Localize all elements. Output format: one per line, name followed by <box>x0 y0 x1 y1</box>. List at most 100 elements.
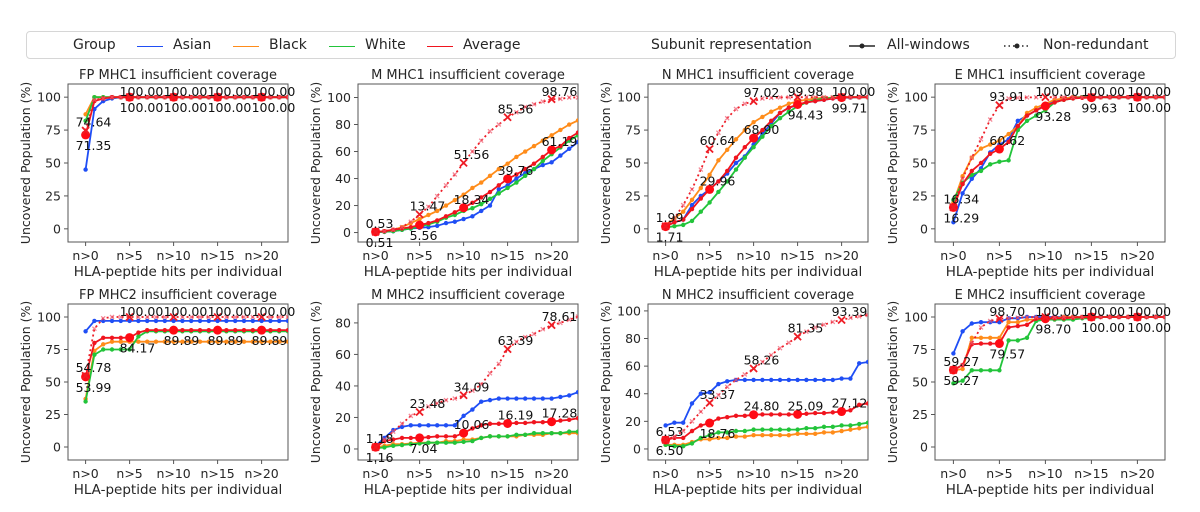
data-point-average-non-redundant <box>540 99 546 105</box>
data-point-average-all-windows <box>793 409 803 419</box>
data-point-black-all-windows <box>558 127 563 133</box>
data-point-white-all-windows <box>997 368 1002 373</box>
data-point-average-non-redundant <box>1079 94 1085 100</box>
data-point-black-all-windows <box>162 339 167 344</box>
data-point-asian-all-windows <box>197 318 203 324</box>
data-point-asian-all-windows <box>969 321 974 326</box>
x-tick-label: n>20 <box>534 466 568 481</box>
data-point-asian-all-windows <box>689 202 695 208</box>
data-point-black-all-windows <box>707 172 712 178</box>
x-tick-label: n>5 <box>696 248 722 263</box>
data-point-white-all-windows <box>496 191 501 196</box>
data-label: 59.27 <box>943 373 979 388</box>
series-line-asian-all-windows <box>665 96 868 228</box>
data-point-black-all-windows <box>435 208 440 214</box>
data-point-white-all-windows <box>733 428 739 434</box>
data-point-average-non-redundant <box>381 228 387 234</box>
data-point-average-non-redundant <box>575 95 578 100</box>
data-point-asian-all-windows <box>978 320 984 325</box>
data-point-white-all-windows <box>1034 113 1039 118</box>
data-point-white-all-windows <box>487 196 493 201</box>
data-point-black-all-windows <box>978 146 984 151</box>
y-tick-label: 60 <box>625 359 641 374</box>
data-point-average-non-redundant <box>1098 94 1104 100</box>
data-point-black-all-windows <box>470 185 475 191</box>
data-point-average-all-windows <box>408 224 413 230</box>
data-point-average-all-windows <box>865 401 868 406</box>
data-point-asian-all-windows <box>549 160 554 165</box>
data-point-average-all-windows <box>1034 108 1039 113</box>
data-label: 5.56 <box>410 228 438 243</box>
data-point-average-non-redundant <box>144 314 150 320</box>
data-point-white-all-windows <box>813 426 818 431</box>
data-point-average-non-redundant <box>1153 94 1159 100</box>
data-point-asian-all-windows <box>487 397 493 403</box>
data-label: 93.91 <box>989 89 1025 104</box>
data-point-black-all-windows <box>821 430 827 435</box>
data-point-average-non-redundant <box>241 94 247 100</box>
data-point-average-non-redundant <box>81 371 90 380</box>
data-point-average-non-redundant <box>1144 314 1150 320</box>
y-tick-label: 80 <box>625 331 641 346</box>
data-point-black-all-windows <box>988 142 993 147</box>
data-point-average-non-redundant <box>1061 94 1067 100</box>
data-point-average-non-redundant <box>978 136 984 142</box>
data-point-average-all-windows <box>1040 101 1050 111</box>
data-point-asian-all-windows <box>786 377 791 383</box>
data-point-average-all-windows <box>415 433 425 443</box>
data-point-average-all-windows <box>681 435 686 441</box>
data-label: 98.76 <box>542 84 578 99</box>
data-point-average-all-windows <box>689 428 695 434</box>
data-label: 89.89 <box>208 333 244 348</box>
data-point-asian-all-windows <box>443 220 449 226</box>
x-tick-label: n>0 <box>362 248 388 263</box>
y-tick-label: 100 <box>37 310 61 325</box>
data-point-asian-all-windows <box>435 223 440 228</box>
x-tick-label: n>5 <box>986 466 1012 481</box>
data-point-asian-all-windows <box>777 377 783 383</box>
data-point-average-non-redundant <box>978 324 984 330</box>
data-point-white-all-windows <box>951 381 956 386</box>
data-point-average-all-windows <box>145 327 150 333</box>
data-label: 100.00 <box>1127 100 1171 115</box>
data-point-asian-all-windows <box>109 318 115 324</box>
data-label: 0.53 <box>366 216 394 231</box>
data-point-black-all-windows <box>698 185 703 191</box>
y-tick-label: 75 <box>45 342 61 357</box>
data-label: 51.56 <box>454 147 490 162</box>
data-point-black-all-windows <box>1006 320 1011 325</box>
data-point-asian-all-windows <box>558 394 563 400</box>
data-point-black-all-windows <box>496 166 501 172</box>
data-point-asian-all-windows <box>733 160 739 166</box>
data-point-average-all-windows <box>514 172 519 177</box>
data-point-asian-all-windows <box>725 379 730 384</box>
y-tick-label: 100 <box>617 90 641 105</box>
data-point-average-non-redundant <box>496 122 502 127</box>
series-group <box>371 95 578 237</box>
data-point-average-non-redundant <box>109 94 115 100</box>
data-point-average-non-redundant <box>169 312 178 322</box>
data-point-average-non-redundant <box>452 396 458 402</box>
data-point-average-all-windows <box>435 434 440 439</box>
data-point-asian-all-windows <box>505 396 510 401</box>
y-tick-label: 50 <box>912 375 928 390</box>
data-point-average-non-redundant <box>276 94 282 100</box>
data-point-black-all-windows <box>733 434 739 439</box>
data-point-average-all-windows <box>672 220 677 225</box>
data-label: 100.00 <box>164 100 208 115</box>
data-point-average-non-redundant <box>661 435 670 445</box>
data-point-black-all-windows <box>777 432 783 438</box>
data-point-asian-all-windows <box>865 359 868 365</box>
x-tick-label: n>10 <box>1028 248 1062 263</box>
data-point-average-non-redundant <box>371 227 380 236</box>
data-point-white-all-windows <box>681 222 686 228</box>
data-point-asian-all-windows <box>487 203 493 208</box>
data-point-asian-all-windows <box>417 423 422 428</box>
data-point-average-non-redundant <box>179 94 185 100</box>
y-axis-label: Uncovered Population (%) <box>18 301 33 463</box>
x-tick-label: n>10 <box>446 466 480 481</box>
data-point-black-all-windows <box>259 339 264 344</box>
data-point-average-all-windows <box>786 105 791 110</box>
x-axis-label: HLA-peptide hits per individual <box>654 482 863 498</box>
data-point-asian-all-windows <box>997 320 1002 325</box>
